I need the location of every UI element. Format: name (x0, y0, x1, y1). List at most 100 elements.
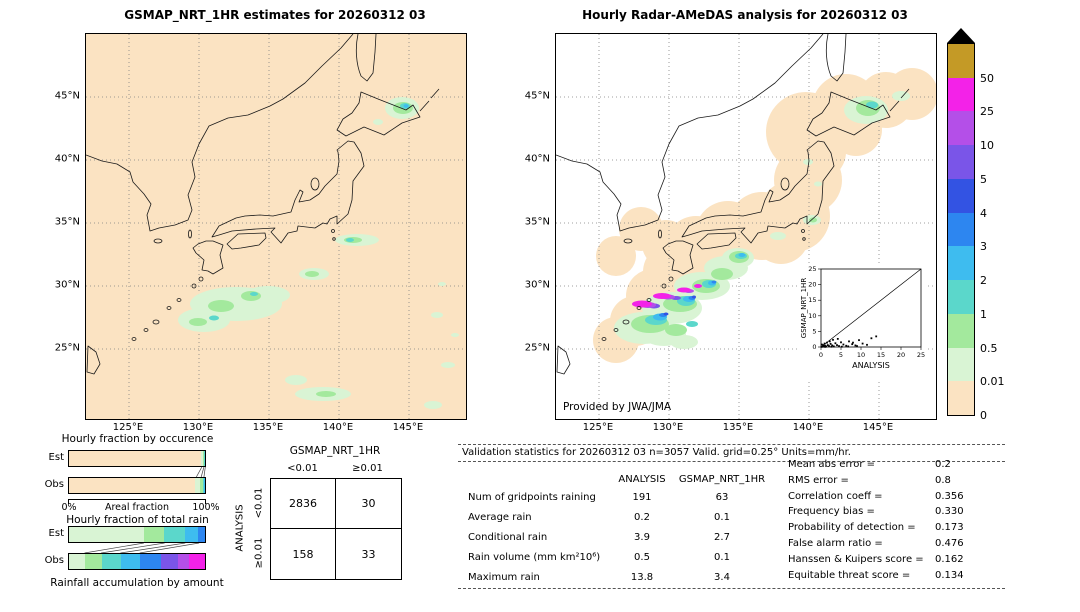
total-rain-title: Hourly fraction of total rain (66, 514, 209, 526)
contingency-cell: 30 (336, 479, 401, 529)
stats-row: Num of gridpoints raining 191 63 (462, 492, 792, 508)
contingency-col-label-ge: ≥0.01 (352, 463, 383, 474)
metric-value: 0.2 (935, 459, 951, 470)
inset-y-tick-label: 0 (812, 343, 816, 351)
stats-analysis-value: 3.9 (634, 532, 650, 543)
right-map-x-tick-label: 130°E (652, 422, 684, 433)
bar-segment (69, 451, 201, 466)
stats-row-label: Average rain (468, 512, 532, 523)
contingency-cell: 33 (361, 547, 376, 561)
colorbar-label: 1 (980, 307, 987, 321)
inset-x-axis-label: ANALYSIS (852, 361, 890, 370)
scatter-point (824, 344, 826, 347)
colorbar-segment (948, 246, 974, 281)
radar-analysis-map: Provided by JWA/JMA ANALYSIS GSMAP_NRT_1… (555, 33, 937, 420)
scatter-point (831, 344, 834, 347)
bar-segment (200, 451, 203, 466)
occurrence-obs-bar (68, 477, 206, 494)
stats-analysis-value: 0.5 (634, 552, 650, 563)
bar-connector-line (196, 467, 203, 477)
bar-segment (188, 554, 205, 569)
axis-hundred-label: 100% (192, 502, 220, 513)
grid-lines (86, 34, 466, 419)
scatter-point (820, 343, 823, 346)
left-map-x-tick-label: 125°E (112, 422, 144, 433)
inset-x-tick-label: 0 (819, 351, 823, 359)
left-map-x-tick-label: 135°E (252, 422, 284, 433)
contingency-header: GSMAP_NRT_1HR (289, 445, 381, 457)
metric-row: Probability of detection = 0.173 (788, 522, 1008, 537)
colorbar-segment (948, 178, 974, 213)
stats-gsmap-value: 0.1 (714, 552, 730, 563)
scatter-point (826, 341, 828, 344)
scatter-point (838, 345, 840, 347)
scatter-point (852, 341, 854, 344)
metric-label: Mean abs error = (788, 459, 876, 470)
colorbar-overflow-triangle-icon (947, 28, 975, 43)
scatter-point (832, 338, 834, 341)
colorbar-label: 4 (980, 206, 987, 220)
metric-label: Correlation coeff = (788, 490, 883, 502)
bar-segment (204, 478, 205, 493)
scatter-inset: ANALYSIS GSMAP_NRT_1HR 0 0 5 5 10 10 15 15 20 20 2… (799, 265, 925, 381)
left-map-x-tick-label: 140°E (322, 422, 354, 433)
scatter-point (870, 337, 873, 340)
metric-label: Hanssen & Kuipers score = (788, 553, 924, 565)
stats-gsmap-value: 0.1 (714, 512, 730, 523)
bar-connector-line (101, 543, 165, 553)
scatter-point (851, 343, 854, 346)
divider (458, 461, 1005, 462)
inset-x-tick-label: 25 (917, 351, 925, 359)
left-map-x-tick-label: 145°E (392, 422, 424, 433)
left-map-y-tick-label: 25°N (54, 342, 80, 354)
inset-x-tick-label: 15 (877, 351, 885, 359)
scatter-point (836, 337, 839, 340)
colorbar-segment (948, 347, 974, 382)
radar-precip-layer (614, 91, 910, 349)
stats-row: Maximum rain 13.8 3.4 (462, 572, 792, 588)
right-map-y-tick-label: 25°N (524, 342, 550, 354)
inset-x-tick-label: 10 (857, 351, 865, 359)
stats-gsmap-value: 3.4 (714, 572, 730, 583)
bar-segment (204, 451, 205, 466)
colorbar-segment (948, 313, 974, 348)
bar-connector-line (84, 543, 144, 553)
colorbar-label: 0.5 (980, 341, 998, 355)
scatter-point (830, 345, 833, 348)
contingency-col-label-lt: <0.01 (287, 463, 318, 474)
gsmap-estimates-map (85, 33, 467, 420)
bar-segment (69, 478, 196, 493)
colorbar-label: 0 (980, 409, 987, 422)
scatter-point (836, 344, 838, 347)
bar-segment (85, 554, 102, 569)
right-map-x-tick-label: 140°E (792, 422, 824, 433)
colorbar-label: 10 (980, 139, 994, 153)
metric-value: 0.356 (935, 490, 964, 502)
divider (458, 444, 1005, 445)
stats-gsmap-value: 63 (715, 492, 729, 503)
left-map-x-tick-label: 130°E (182, 422, 214, 433)
bar-segment (101, 554, 121, 569)
colorbar-label: 5 (980, 172, 987, 186)
right-map-title: Hourly Radar-AMeDAS analysis for 2026031… (582, 8, 908, 22)
colorbar-segment (948, 280, 974, 314)
total-rain-connectors (84, 543, 200, 553)
stats-analysis-value: 191 (632, 492, 652, 503)
contingency-row-label-lt: <0.01 (253, 487, 265, 519)
colorbar-segment (948, 145, 974, 179)
bar-segment (69, 527, 144, 542)
total-rain-est-label: Est (48, 528, 64, 539)
stats-col-gsmap: GSMAP_NRT_1HR (678, 474, 766, 485)
contingency-table: 2836 30 158 33 (270, 478, 402, 580)
scatter-point (829, 342, 832, 345)
scatter-point (875, 335, 878, 338)
metric-label: Frequency bias = (788, 506, 875, 518)
stats-row: Conditional rain 3.9 2.7 (462, 532, 792, 548)
stats-row-label: Rain volume (mm km²10⁶) (468, 552, 601, 563)
contingency-cell: 2836 (271, 479, 336, 529)
metric-label: False alarm ratio = (788, 538, 883, 549)
accumulation-label: Rainfall accumulation by amount (50, 577, 224, 589)
metric-row: Hanssen & Kuipers score = 0.162 (788, 554, 1008, 569)
metric-row: Mean abs error = 0.2 (788, 459, 1008, 474)
bar-segment (164, 527, 185, 542)
